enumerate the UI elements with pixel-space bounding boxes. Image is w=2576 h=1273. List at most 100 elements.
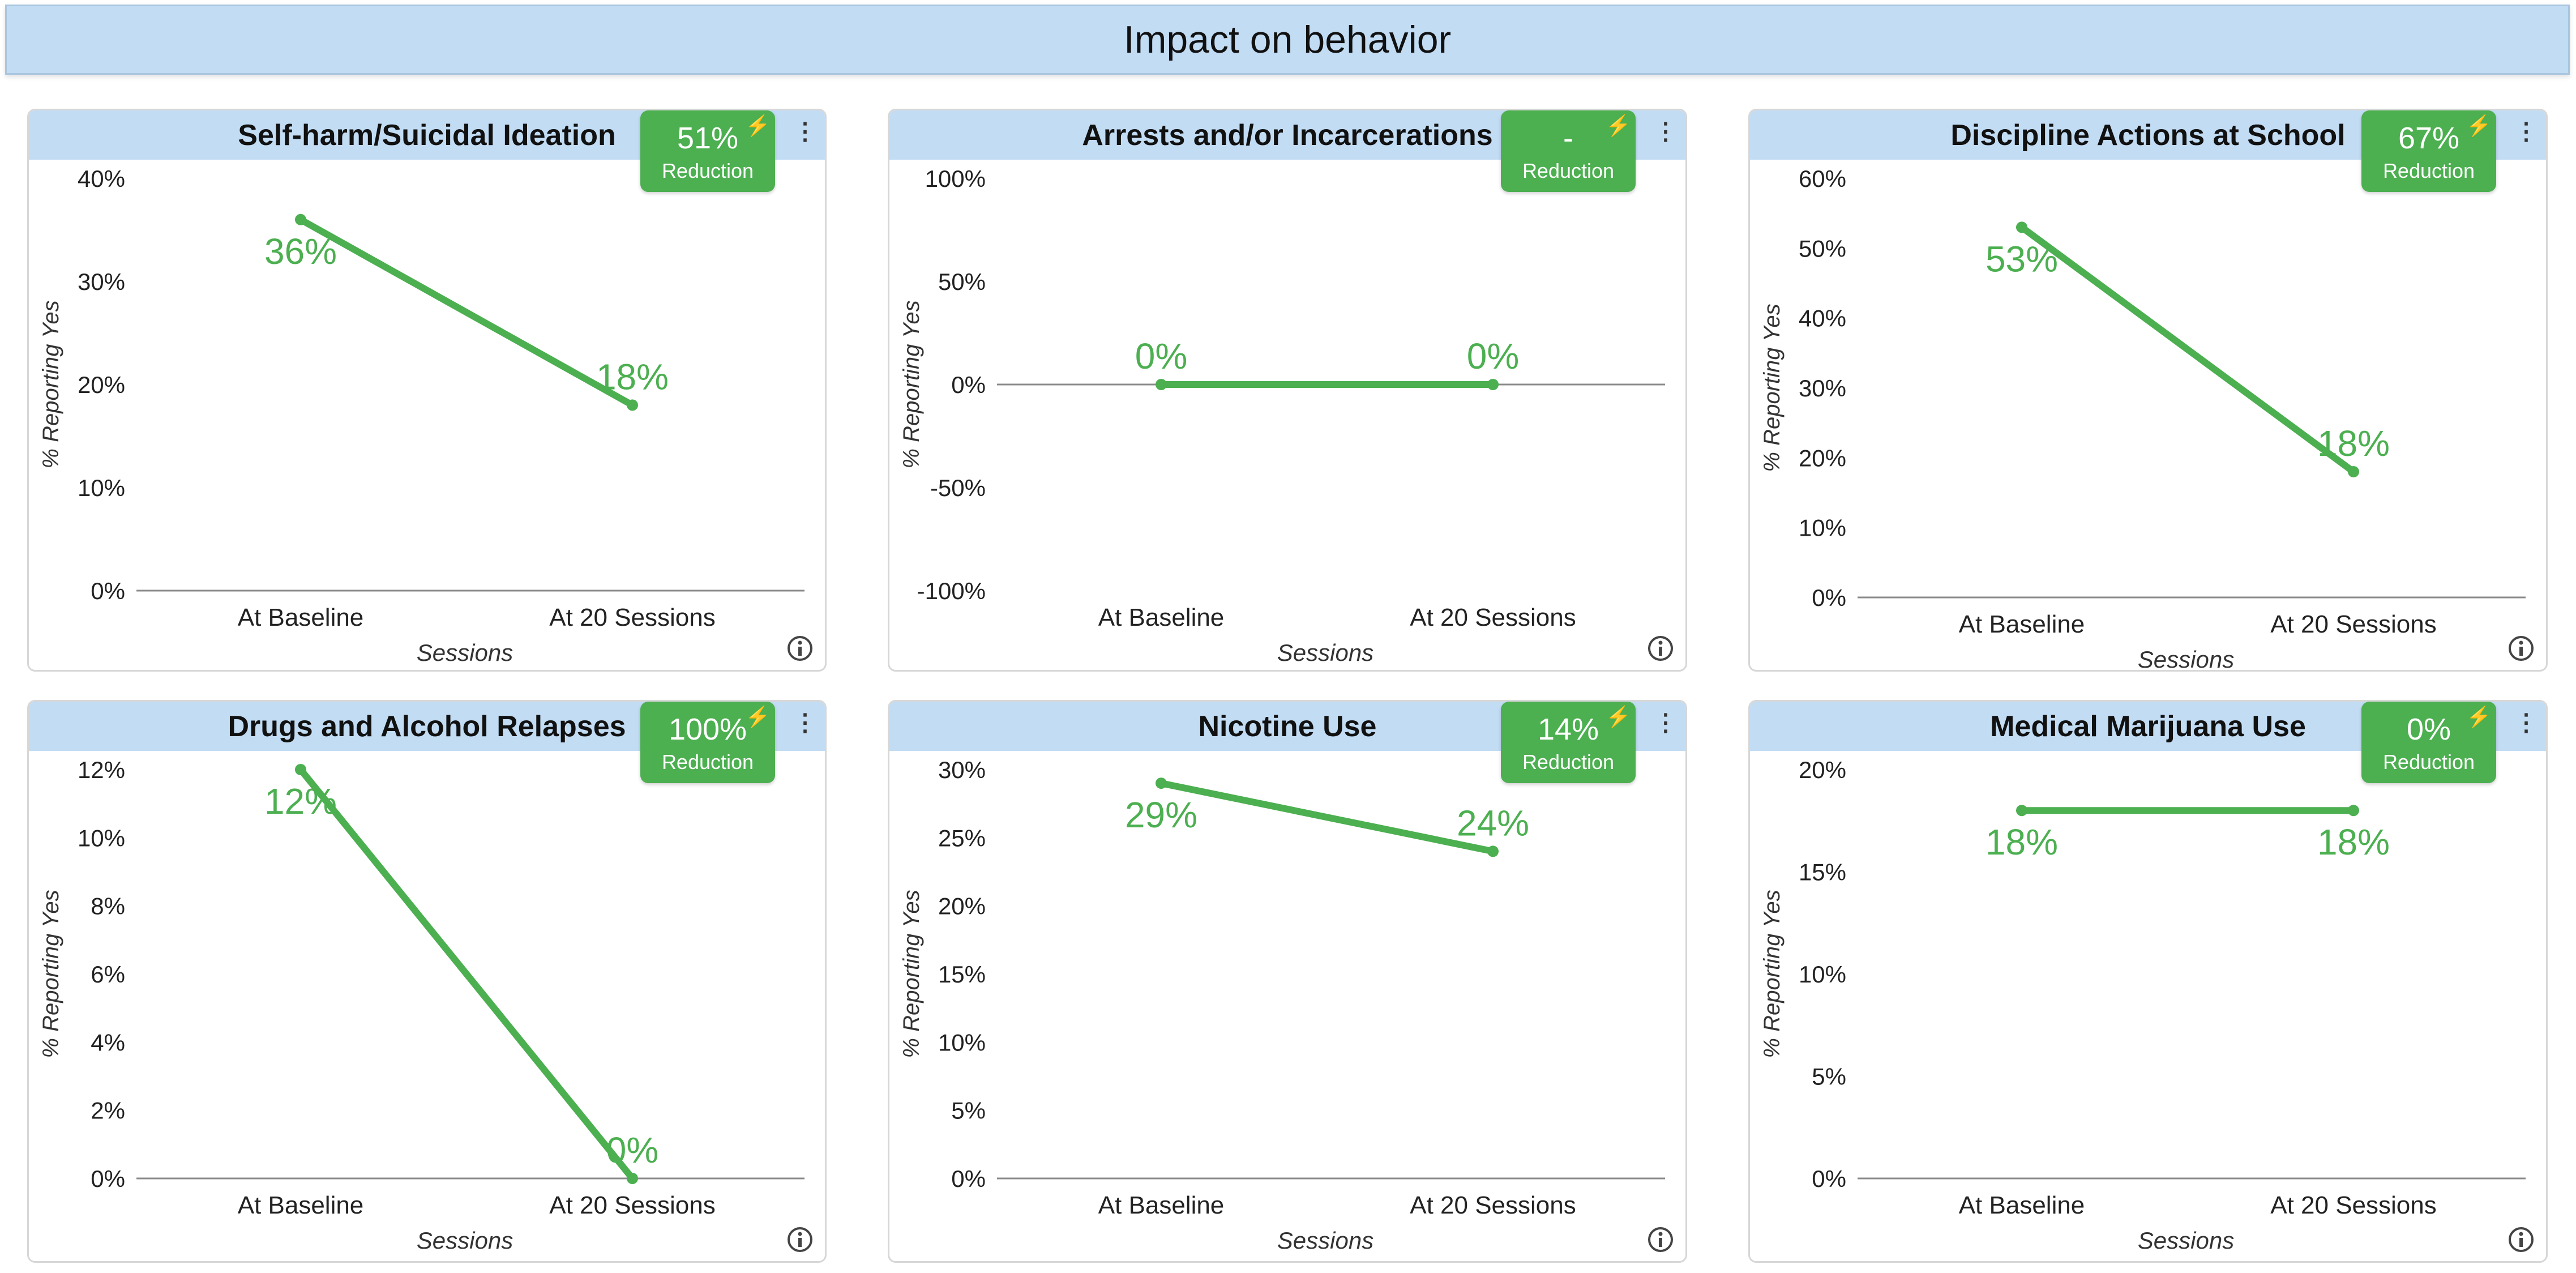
info-icon-stem	[798, 1238, 802, 1247]
data-point[interactable]	[2016, 221, 2027, 233]
x-tick-label: At 20 Sessions	[2270, 610, 2437, 638]
data-point[interactable]	[627, 1173, 638, 1184]
vertical-dots-icon[interactable]: ⋮	[793, 709, 817, 736]
y-axis-label: % Reporting Yes	[38, 300, 63, 468]
y-tick-label: 30%	[1799, 375, 1846, 401]
reduction-badge: 100% Reduction ⚡	[640, 702, 775, 783]
data-point[interactable]	[295, 213, 306, 225]
badge-value: -	[1563, 121, 1573, 155]
x-axis-label: Sessions	[1277, 639, 1373, 666]
vertical-dots-icon[interactable]: ⋮	[2514, 709, 2538, 736]
data-label: 53%	[1986, 238, 2058, 279]
y-tick-label: 50%	[1799, 235, 1846, 262]
info-icon[interactable]	[786, 635, 814, 662]
vertical-dots-icon[interactable]: ⋮	[1654, 709, 1678, 736]
y-axis-label: % Reporting Yes	[38, 890, 63, 1058]
chart-panel: Medical Marijuana Use 0% 5% 10% 15% 20% At Bas…	[1748, 700, 2548, 1263]
y-tick-label: 25%	[938, 825, 986, 851]
series-line	[2018, 224, 2357, 475]
y-tick-label: 10%	[78, 475, 125, 501]
bolt-icon: ⚡	[2466, 114, 2492, 137]
vertical-dots-icon[interactable]: ⋮	[793, 118, 817, 144]
y-tick-label: 0%	[951, 371, 986, 398]
info-icon-ring	[1648, 636, 1673, 661]
reduction-badge: - Reduction ⚡	[1501, 110, 1636, 192]
info-icon-stem	[2519, 1238, 2523, 1247]
series-line	[1158, 780, 1496, 855]
chart-title: Self-harm/Suicidal Ideation	[238, 118, 616, 152]
y-tick-label: 15%	[1799, 859, 1846, 886]
info-icon[interactable]	[2507, 1226, 2535, 1253]
chart-panel: Nicotine Use 0% 5% 10% 15% 20% 25% 30% At Baseli…	[888, 700, 1687, 1263]
series-line	[297, 216, 636, 409]
data-label: 18%	[2317, 822, 2390, 862]
reduction-badge: 14% Reduction ⚡	[1501, 702, 1636, 783]
x-axis-label: Sessions	[2138, 1227, 2234, 1254]
data-point[interactable]	[1487, 379, 1499, 390]
info-icon-dot	[2519, 640, 2523, 645]
chart-title: Discipline Actions at School	[1950, 118, 2346, 152]
info-icon-dot	[798, 640, 802, 645]
chart-title: Nicotine Use	[1198, 710, 1377, 743]
badge-label: Reduction	[2382, 750, 2475, 774]
y-tick-label: -50%	[930, 475, 986, 501]
chart-title: Arrests and/or Incarcerations	[1082, 118, 1493, 152]
badge-value: 67%	[2398, 121, 2460, 155]
y-tick-label: 0%	[1812, 584, 1846, 611]
line-chart: 0% 2% 4% 6% 8% 10% 12% At Baseline At 20 Session…	[38, 757, 805, 1254]
y-tick-label: 0%	[91, 1165, 125, 1192]
data-point[interactable]	[627, 399, 638, 411]
info-icon[interactable]	[1647, 1226, 1674, 1253]
data-point[interactable]	[1156, 778, 1167, 789]
info-icon[interactable]	[786, 1226, 814, 1253]
line-chart: 0% 10% 20% 30% 40% At Baseline At 20 Sessions S…	[38, 165, 805, 666]
info-icon[interactable]	[1647, 635, 1674, 662]
data-point[interactable]	[2348, 466, 2359, 477]
x-axis-label: Sessions	[417, 639, 513, 666]
data-label: 36%	[264, 231, 337, 272]
vertical-dots-icon[interactable]: ⋮	[1654, 118, 1678, 144]
vertical-dots-icon[interactable]: ⋮	[2514, 118, 2538, 144]
info-icon-stem	[1659, 647, 1662, 656]
y-tick-label: 5%	[1812, 1063, 1846, 1090]
data-label: 0%	[1467, 336, 1520, 377]
y-tick-label: 10%	[78, 825, 125, 851]
data-point[interactable]	[1156, 379, 1167, 390]
data-point[interactable]	[2348, 805, 2359, 817]
x-tick-label: At 20 Sessions	[549, 1191, 716, 1219]
bolt-icon: ⚡	[745, 114, 771, 137]
x-tick-label: At Baseline	[1959, 1191, 2085, 1219]
reduction-badge: 0% Reduction ⚡	[2361, 702, 2496, 783]
y-tick-label: 10%	[1799, 515, 1846, 541]
y-tick-label: 15%	[938, 961, 986, 988]
info-icon-dot	[798, 1232, 802, 1236]
bolt-icon: ⚡	[1606, 114, 1631, 137]
info-icon[interactable]	[2507, 635, 2535, 662]
y-axis-label: % Reporting Yes	[899, 890, 924, 1058]
data-point[interactable]	[1487, 845, 1499, 857]
x-axis-label: Sessions	[1277, 1227, 1373, 1254]
y-tick-label: 60%	[1799, 165, 1846, 192]
line-chart: 0% 5% 10% 15% 20% At Baseline At 20 Sessions Se…	[1760, 757, 2526, 1254]
y-tick-label: 0%	[91, 578, 125, 604]
info-icon-ring	[788, 1227, 812, 1252]
y-tick-label: 0%	[1812, 1165, 1846, 1192]
y-tick-label: 30%	[78, 268, 125, 295]
data-point[interactable]	[295, 764, 306, 775]
badge-value: 100%	[668, 712, 747, 746]
badge-label: Reduction	[1522, 750, 1615, 774]
reduction-badge: 67% Reduction ⚡	[2361, 110, 2496, 192]
y-tick-label: 20%	[1799, 445, 1846, 471]
x-tick-label: At Baseline	[238, 604, 364, 631]
info-icon-dot	[2519, 1232, 2523, 1236]
chart-panel: Discipline Actions at School 0% 10% 20% 30% 4…	[1748, 109, 2548, 672]
data-label: 0%	[606, 1130, 659, 1171]
y-tick-label: 5%	[951, 1097, 986, 1124]
line-chart: -100% -50% 0% 50% 100% At Baseline At 20 Sessi…	[899, 165, 1665, 666]
x-tick-label: At 20 Sessions	[549, 604, 716, 631]
y-tick-label: 6%	[91, 961, 125, 988]
y-tick-label: 40%	[78, 165, 125, 192]
data-point[interactable]	[2016, 805, 2027, 817]
y-tick-label: 20%	[1799, 757, 1846, 783]
badge-label: Reduction	[2382, 159, 2475, 182]
